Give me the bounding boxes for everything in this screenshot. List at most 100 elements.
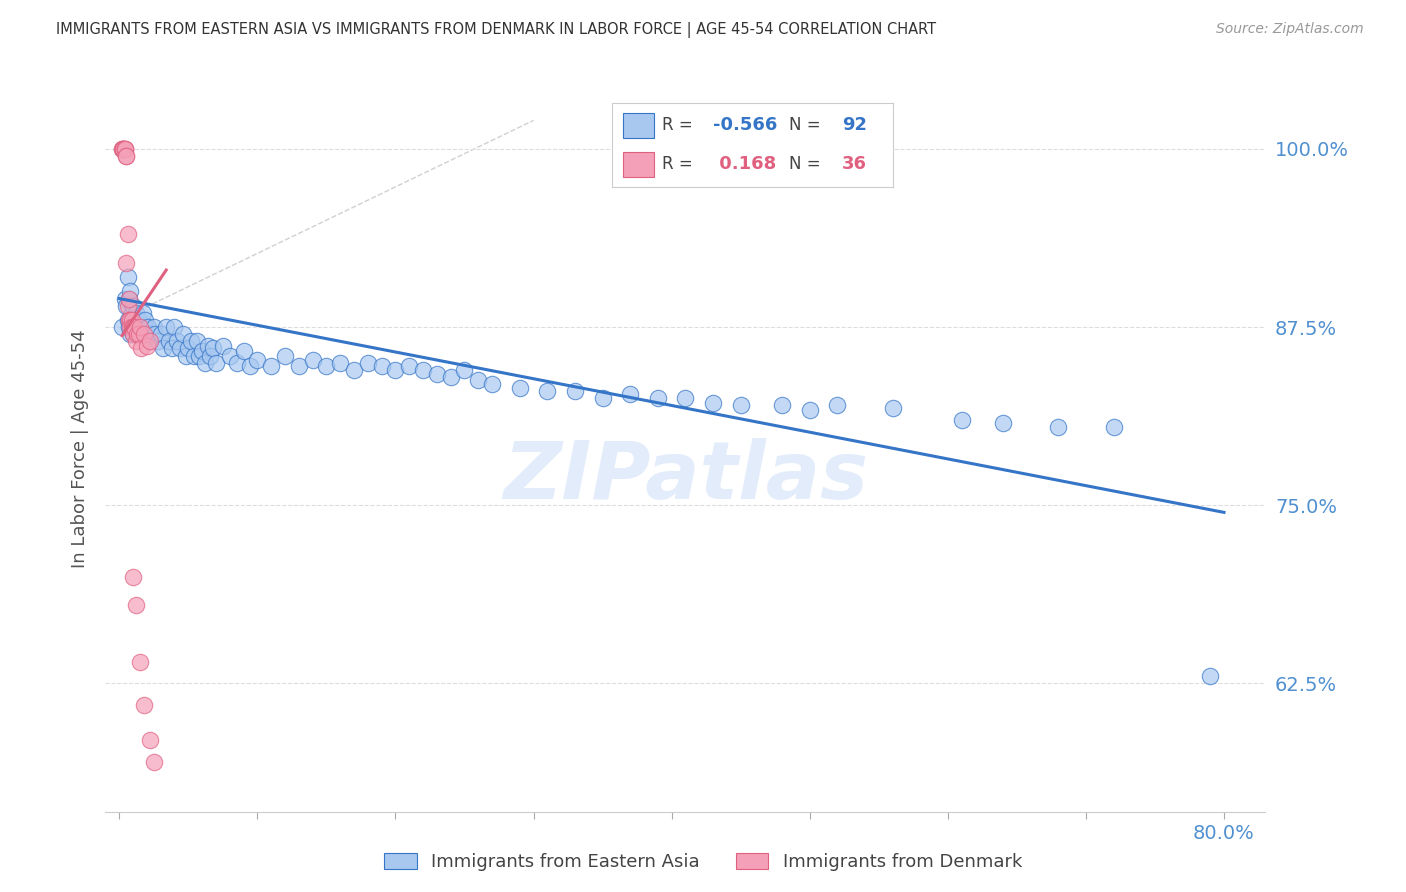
Point — [246, 352, 269, 367]
Point — [124, 313, 146, 327]
Point — [125, 306, 148, 320]
Point — [121, 306, 143, 320]
Text: 92: 92 — [842, 117, 868, 135]
Point — [111, 142, 134, 156]
Point — [117, 299, 139, 313]
Point — [675, 392, 697, 406]
Point — [132, 327, 156, 342]
Point — [112, 142, 135, 156]
Point — [155, 320, 177, 334]
Point — [481, 377, 503, 392]
Point — [120, 313, 142, 327]
Point — [211, 338, 233, 352]
Point — [384, 363, 406, 377]
Point — [117, 227, 139, 242]
Point — [142, 755, 165, 769]
Text: -0.566: -0.566 — [713, 117, 778, 135]
Point — [205, 356, 228, 370]
Text: 0.168: 0.168 — [713, 155, 776, 173]
Point — [467, 373, 489, 387]
Point — [160, 342, 183, 356]
Point — [194, 356, 217, 370]
Point — [169, 342, 191, 356]
Point — [197, 338, 219, 352]
Text: R =: R = — [662, 155, 699, 173]
Point — [120, 320, 142, 334]
Point — [827, 399, 849, 413]
Point — [114, 142, 136, 156]
Point — [440, 370, 463, 384]
Point — [950, 413, 973, 427]
Point — [1047, 420, 1070, 434]
Point — [202, 342, 225, 356]
Point — [1102, 420, 1125, 434]
Text: 36: 36 — [842, 155, 868, 173]
Point — [118, 313, 141, 327]
Point — [138, 334, 160, 349]
Point — [122, 569, 145, 583]
Point — [131, 342, 153, 356]
Point — [112, 142, 135, 156]
Point — [121, 320, 143, 334]
Point — [132, 320, 156, 334]
Legend: Immigrants from Eastern Asia, Immigrants from Denmark: Immigrants from Eastern Asia, Immigrants… — [377, 846, 1029, 879]
Point — [129, 320, 152, 334]
Point — [232, 344, 254, 359]
Point — [315, 359, 337, 373]
Point — [120, 285, 142, 299]
Point — [799, 402, 821, 417]
Point — [239, 359, 262, 373]
Point — [112, 142, 135, 156]
Point — [536, 384, 558, 399]
Point — [129, 320, 152, 334]
Point — [132, 306, 155, 320]
Text: ZIPatlas: ZIPatlas — [503, 438, 868, 516]
Point — [122, 320, 145, 334]
Point — [398, 359, 420, 373]
Point — [730, 399, 752, 413]
Point — [125, 320, 148, 334]
Point — [111, 320, 134, 334]
Point — [218, 349, 240, 363]
Point — [127, 327, 149, 342]
Point — [131, 327, 153, 342]
Point — [115, 256, 138, 270]
Point — [132, 698, 156, 712]
Text: N =: N = — [789, 155, 825, 173]
Point — [152, 342, 174, 356]
Point — [174, 349, 197, 363]
Point — [183, 349, 205, 363]
Point — [124, 320, 146, 334]
Point — [111, 142, 134, 156]
Point — [180, 334, 202, 349]
Point — [135, 338, 157, 352]
Bar — [623, 152, 654, 178]
Point — [134, 313, 156, 327]
Point — [225, 356, 247, 370]
Point — [118, 292, 141, 306]
Point — [177, 342, 200, 356]
Point — [592, 392, 614, 406]
Point — [412, 363, 434, 377]
Text: Source: ZipAtlas.com: Source: ZipAtlas.com — [1216, 22, 1364, 37]
Point — [357, 356, 380, 370]
Point — [200, 349, 222, 363]
Point — [125, 598, 148, 612]
Point — [146, 334, 169, 349]
Point — [702, 395, 724, 409]
Point — [115, 299, 138, 313]
Point — [370, 359, 392, 373]
Point — [343, 363, 366, 377]
Point — [163, 320, 186, 334]
Point — [770, 399, 793, 413]
Point — [114, 142, 136, 156]
Point — [125, 334, 148, 349]
Point — [114, 292, 136, 306]
Bar — [623, 112, 654, 138]
Point — [143, 327, 166, 342]
Y-axis label: In Labor Force | Age 45-54: In Labor Force | Age 45-54 — [70, 329, 89, 567]
Point — [122, 327, 145, 342]
Point — [122, 299, 145, 313]
Point — [128, 327, 150, 342]
Point — [138, 733, 160, 747]
